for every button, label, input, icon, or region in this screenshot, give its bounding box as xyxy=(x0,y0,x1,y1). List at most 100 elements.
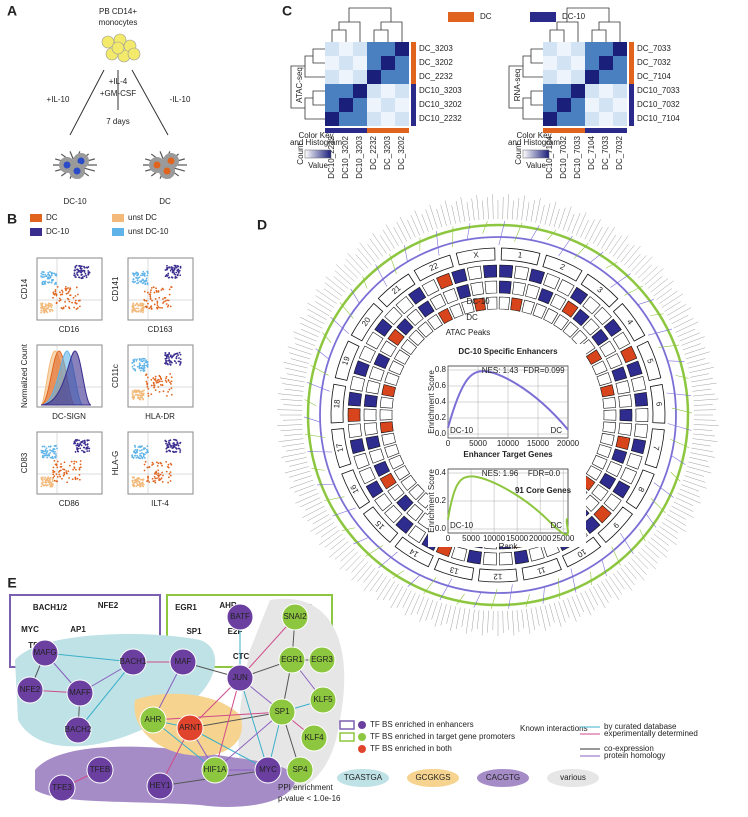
gene-tick xyxy=(289,352,311,360)
gene-tick xyxy=(481,610,485,636)
event xyxy=(58,473,61,476)
link xyxy=(404,245,408,262)
event xyxy=(164,354,167,357)
heatmap-cell xyxy=(557,98,571,112)
track-cell xyxy=(630,376,647,392)
event xyxy=(49,456,52,459)
row-label: DC10_7033 xyxy=(637,86,680,95)
gene-tick xyxy=(673,318,694,329)
gene-tick xyxy=(284,466,309,474)
motif-blob xyxy=(477,769,529,787)
event xyxy=(71,478,74,481)
gene-tick xyxy=(281,452,306,458)
event xyxy=(156,379,159,382)
event xyxy=(42,280,44,283)
track-cell xyxy=(363,408,377,422)
event xyxy=(152,286,155,289)
event xyxy=(139,303,142,306)
event xyxy=(139,457,142,460)
chromosome-label: 19 xyxy=(340,355,352,367)
gene-tick xyxy=(535,607,540,627)
event xyxy=(141,365,144,367)
link xyxy=(671,455,686,466)
track-cell xyxy=(384,306,403,325)
event xyxy=(151,299,154,302)
event xyxy=(49,481,52,484)
heatmap-title: RNA-seq xyxy=(513,69,522,101)
event xyxy=(56,447,58,450)
event xyxy=(143,367,146,369)
event xyxy=(87,439,90,442)
event xyxy=(41,283,44,286)
event xyxy=(133,444,136,447)
node-label: HIF1A xyxy=(204,765,227,774)
track-cell xyxy=(358,345,376,363)
event xyxy=(68,306,70,309)
track-cell xyxy=(512,281,526,296)
event xyxy=(166,395,168,397)
event xyxy=(142,311,144,314)
event xyxy=(171,276,174,279)
event xyxy=(175,355,178,358)
track-cell xyxy=(561,300,579,318)
heatmap-cell xyxy=(367,42,381,56)
heatmap-cell xyxy=(381,42,395,56)
event xyxy=(131,308,133,311)
event xyxy=(88,447,91,450)
event xyxy=(49,451,52,454)
axis-label: Enrichment Score xyxy=(427,469,436,533)
event xyxy=(76,274,79,276)
event xyxy=(49,276,52,279)
event xyxy=(137,277,140,279)
event xyxy=(167,466,170,469)
track-cell xyxy=(498,296,511,310)
enrichment-curve xyxy=(447,475,569,536)
gene-tick xyxy=(644,268,664,286)
event xyxy=(46,456,49,459)
link xyxy=(670,471,681,482)
track-cell xyxy=(395,515,414,534)
event xyxy=(75,439,78,441)
gene-tick xyxy=(416,596,425,615)
heatmap-cell xyxy=(599,98,613,112)
event xyxy=(145,277,148,280)
y-tick-label: 0.6 xyxy=(435,381,447,390)
motif-blob xyxy=(407,769,459,787)
track-cell xyxy=(417,300,435,318)
nucleus xyxy=(153,161,161,169)
event xyxy=(179,274,182,277)
event xyxy=(58,297,61,300)
event xyxy=(79,299,81,302)
chromosome-label: 18 xyxy=(332,399,342,409)
event xyxy=(132,456,134,459)
track-cell xyxy=(543,308,559,325)
event xyxy=(170,393,173,396)
event xyxy=(134,369,137,372)
gene-tick xyxy=(666,514,687,526)
event xyxy=(146,448,148,451)
event xyxy=(140,396,143,399)
event xyxy=(168,288,171,291)
event xyxy=(63,471,66,474)
event xyxy=(86,447,89,450)
color-key xyxy=(304,149,332,159)
track-cell xyxy=(373,460,391,477)
event xyxy=(153,378,156,381)
event xyxy=(173,353,176,356)
event xyxy=(154,389,157,391)
event xyxy=(169,372,172,375)
gene-tick xyxy=(287,346,312,355)
gene-tick xyxy=(450,606,456,631)
gene-tick xyxy=(294,337,315,346)
chromosome-label: 17 xyxy=(335,442,346,453)
event xyxy=(166,299,169,302)
event xyxy=(62,468,64,471)
event xyxy=(149,295,152,298)
chromosome-label: 11 xyxy=(536,565,547,576)
phenotype: DC-10 xyxy=(450,426,474,435)
gene-tick xyxy=(540,606,546,631)
track-cell xyxy=(602,396,617,409)
heatmap-cell xyxy=(599,42,613,56)
event xyxy=(156,300,159,303)
event xyxy=(136,273,139,276)
